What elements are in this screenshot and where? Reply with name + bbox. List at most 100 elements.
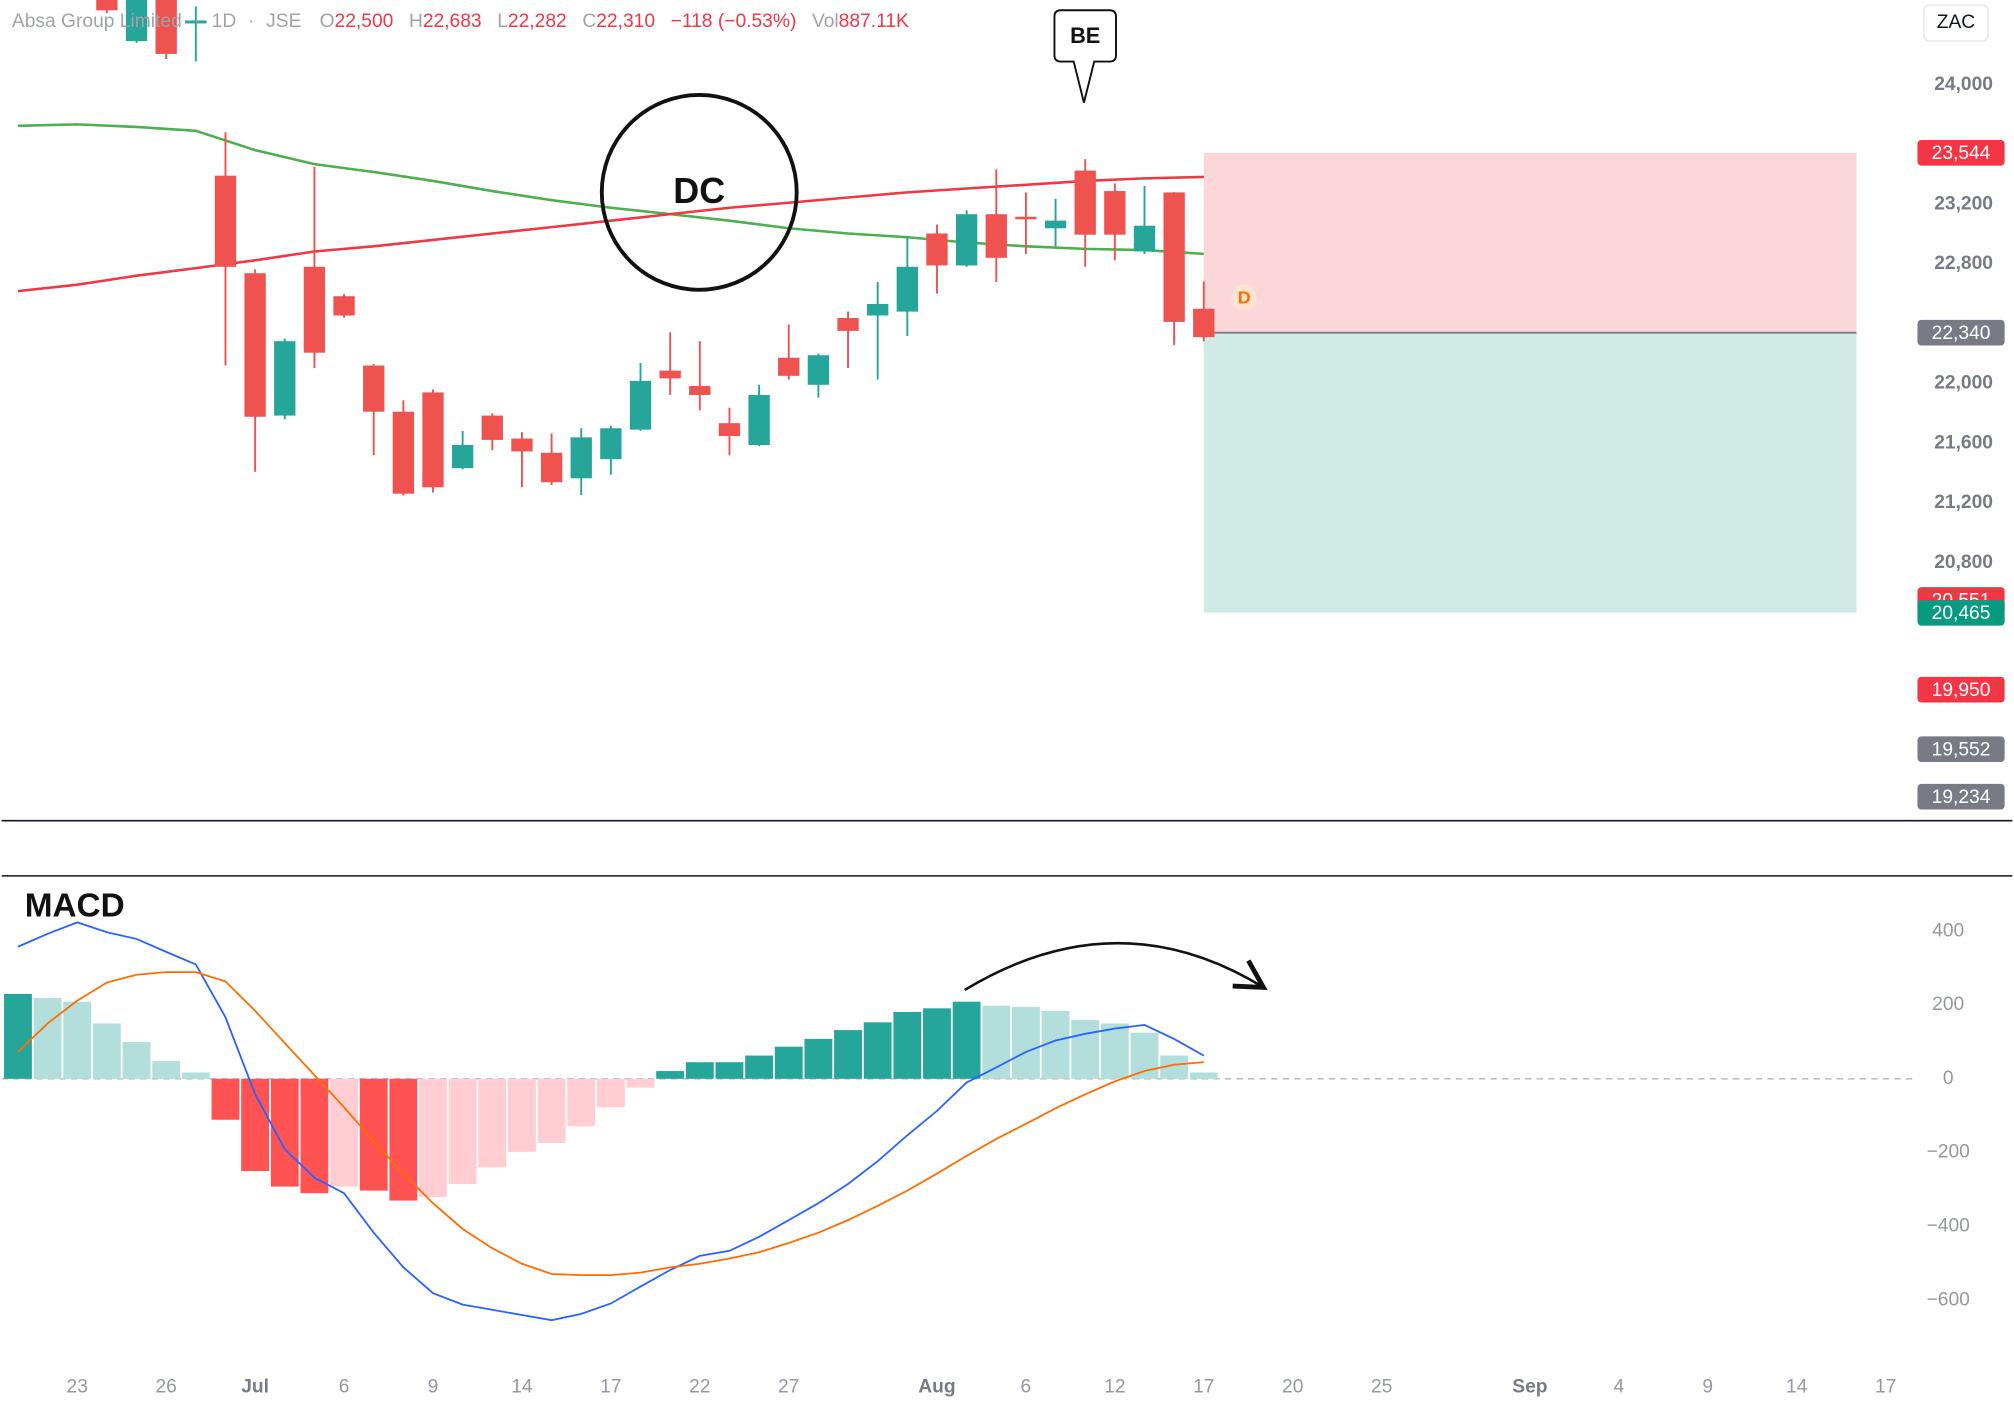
histogram-bar: [152, 1061, 181, 1079]
x-tick-label: 6: [339, 1377, 350, 1398]
candle-body: [1044, 220, 1067, 229]
candle-body: [718, 423, 741, 437]
candle-body: [333, 296, 355, 316]
ohlc-value: 22,500: [335, 11, 394, 32]
ohlc-value: 22,683: [423, 11, 482, 32]
histogram-bar: [596, 1078, 625, 1108]
y-tick-label: 20,800: [1934, 552, 1993, 573]
x-tick-label: 4: [1613, 1377, 1624, 1398]
histogram-bar: [567, 1078, 596, 1127]
y-tick-label: 21,600: [1934, 432, 1993, 453]
stop-zone: [1203, 152, 1857, 333]
price-tag-label: 19,234: [1932, 787, 1991, 808]
x-tick-label: Jul: [241, 1377, 269, 1398]
be-callout: [1053, 9, 1117, 103]
candle-body: [896, 266, 919, 312]
y-tick-label: −200: [1927, 1142, 1970, 1163]
histogram-bar: [685, 1062, 714, 1079]
candle-body: [807, 355, 830, 385]
price-tag-label: 19,552: [1932, 739, 1991, 760]
candle-body: [1163, 192, 1185, 322]
x-tick-label: 26: [155, 1377, 176, 1398]
candle-body: [629, 380, 652, 430]
separator: ·: [194, 11, 200, 32]
price-tag-label: 19,950: [1932, 680, 1991, 701]
target-zone: [1203, 332, 1857, 613]
histogram-bar: [330, 1078, 358, 1187]
price-tag-label: 20,465: [1932, 603, 1991, 624]
candle-body: [867, 303, 889, 316]
x-tick-label: 9: [1702, 1377, 1713, 1398]
candle-body: [274, 341, 296, 416]
x-tick-label: 25: [1371, 1377, 1392, 1398]
histogram-bar: [893, 1012, 922, 1079]
ohlc-label: H: [409, 11, 423, 32]
ohlc-label: L: [497, 11, 508, 32]
candle-body: [155, 0, 177, 54]
histogram-bar: [478, 1078, 507, 1168]
histogram-bar: [715, 1062, 744, 1079]
histogram-bar: [1071, 1019, 1100, 1079]
currency-box[interactable]: [1923, 4, 1989, 42]
candle-body: [926, 233, 948, 266]
histogram-bar: [4, 993, 32, 1079]
histogram-bar: [863, 1022, 892, 1079]
candle-body: [1104, 191, 1126, 235]
y-tick-label: 22,800: [1934, 253, 1993, 274]
y-tick-label: 23,200: [1934, 193, 1993, 214]
d-label: D: [1238, 288, 1251, 308]
volume-value: 887.11K: [839, 11, 909, 32]
y-tick-label: −400: [1927, 1215, 1970, 1236]
candle-body: [96, 0, 118, 11]
candle-body: [570, 437, 592, 479]
y-tick-label: 200: [1932, 994, 1964, 1015]
candle-body: [659, 370, 681, 379]
y-tick-label: 0: [1943, 1068, 1954, 1089]
macd-line: [17, 921, 1205, 1322]
histogram-bar: [1011, 1006, 1040, 1079]
histogram-bar: [834, 1030, 862, 1079]
d-marker: [1231, 284, 1258, 311]
ohlc-value: 22,282: [508, 11, 567, 32]
dc-label: DC: [673, 171, 725, 211]
histogram-bar: [804, 1038, 833, 1079]
histogram-bar: [626, 1078, 655, 1088]
candle-body: [303, 266, 326, 353]
histogram-bar: [448, 1078, 477, 1184]
ohlc-value: 22,310: [596, 11, 655, 32]
price-tag: [1917, 319, 2005, 346]
candle-body: [511, 438, 533, 452]
x-tick-label: 17: [600, 1377, 621, 1398]
symbol-name: Absa Group Limited: [12, 11, 182, 32]
x-tick-label: 20: [1282, 1377, 1303, 1398]
x-tick-label: 6: [1021, 1377, 1032, 1398]
x-tick-label: 12: [1104, 1377, 1125, 1398]
x-tick-label: 17: [1193, 1377, 1214, 1398]
histogram-bar: [359, 1078, 388, 1191]
candle-body: [1193, 308, 1215, 338]
x-tick-label: Aug: [918, 1377, 955, 1398]
price-tag: [1917, 676, 2005, 703]
histogram-bar: [537, 1078, 566, 1144]
candle-body: [244, 273, 266, 417]
candle-body: [1133, 225, 1156, 252]
x-tick-label: 14: [511, 1377, 533, 1398]
candle-body: [392, 411, 415, 494]
x-tick-label: 17: [1875, 1377, 1896, 1398]
dc-circle: [599, 92, 799, 292]
macd-line: [17, 971, 1204, 1277]
histogram-bar: [774, 1046, 803, 1079]
currency[interactable]: ZAC: [1937, 12, 1976, 33]
momentum-arrow: [964, 941, 1268, 992]
price-pane: [17, 0, 1857, 613]
candle-body: [955, 214, 978, 266]
interval: 1D: [212, 11, 237, 32]
candle-body: [185, 20, 207, 24]
price-tag: [1917, 783, 2005, 810]
price-tag: [1917, 139, 2005, 166]
histogram-bar: [63, 1001, 92, 1079]
histogram-bar: [1160, 1055, 1189, 1079]
separator: ·: [248, 11, 254, 32]
